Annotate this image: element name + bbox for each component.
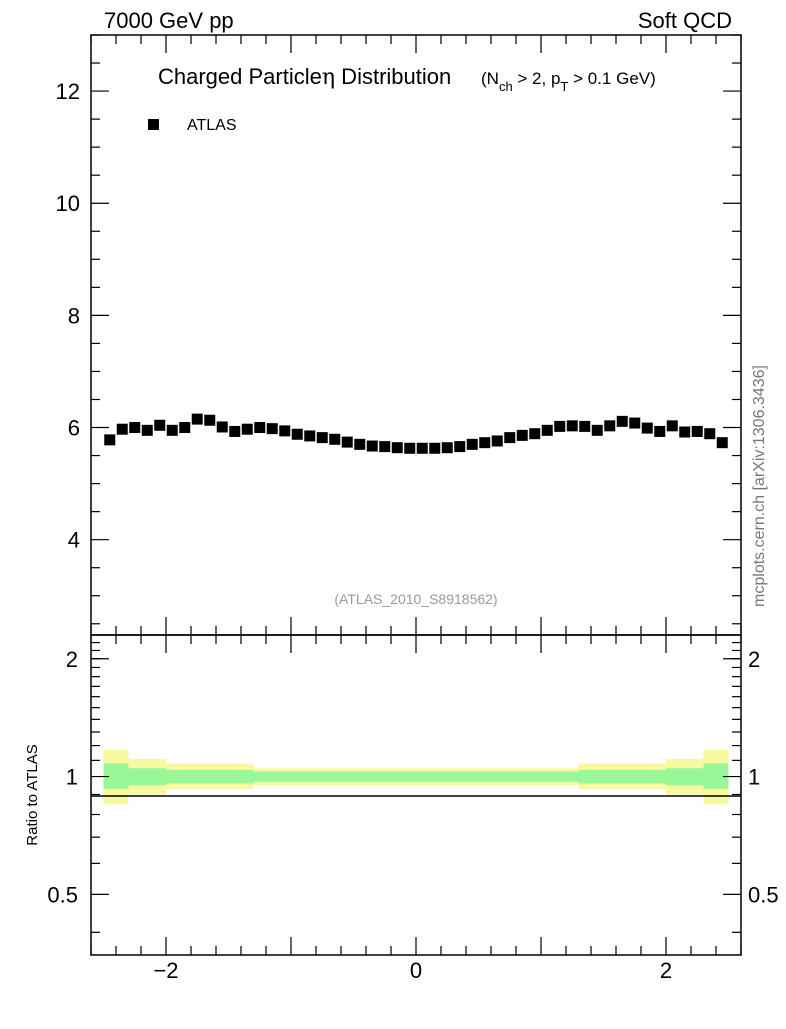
data-point xyxy=(391,442,403,454)
data-point xyxy=(691,425,703,437)
data-point xyxy=(354,438,366,450)
plot-title-condition: (Nch > 2, pT > 0.1 GeV) xyxy=(481,69,656,94)
ratio-y-tick-label-right: 2 xyxy=(748,647,760,672)
data-point xyxy=(304,430,316,442)
data-point xyxy=(204,414,216,426)
band-inner xyxy=(291,771,541,782)
band-inner xyxy=(666,768,704,786)
data-point xyxy=(704,428,716,440)
y-tick-label: 8 xyxy=(68,303,80,328)
legend-marker xyxy=(148,119,159,130)
data-point xyxy=(479,437,491,449)
data-point xyxy=(366,440,378,452)
band-inner xyxy=(128,768,166,786)
ratio-y-tick-label-left: 1 xyxy=(66,765,78,790)
title-main: Charged Particle xyxy=(158,64,322,89)
data-point xyxy=(541,424,553,436)
ratio-uncertainty-bands xyxy=(103,749,729,805)
cond-open: (N xyxy=(481,69,499,88)
data-point xyxy=(341,436,353,448)
ratio-plot-frame xyxy=(90,634,742,956)
ratio-y-tick-label-right: 0.5 xyxy=(748,882,779,907)
data-point xyxy=(216,421,228,433)
data-point xyxy=(141,424,153,436)
plot-title: Charged Particleη Distribution xyxy=(158,64,451,90)
data-point xyxy=(529,428,541,440)
data-point xyxy=(616,415,628,427)
axis-ticks xyxy=(90,34,742,955)
data-point xyxy=(566,420,578,432)
legend-label: ATLAS xyxy=(187,117,237,134)
data-point xyxy=(154,419,166,431)
data-point xyxy=(579,420,591,432)
data-point xyxy=(191,413,203,425)
header-energy: 7000 GeV pp xyxy=(104,8,234,33)
band-inner xyxy=(541,771,579,782)
data-point xyxy=(266,423,278,435)
band-inner xyxy=(166,769,254,784)
title-dist: Distribution xyxy=(335,64,451,89)
data-point xyxy=(279,425,291,437)
data-point xyxy=(654,425,666,437)
data-point xyxy=(291,428,303,440)
side-label: mcplots.cern.ch [arXiv:1306.3436] xyxy=(751,365,768,607)
data-point xyxy=(104,434,116,446)
ratio-y-tick-label-left: 0.5 xyxy=(47,882,78,907)
y-tick-label: 10 xyxy=(56,191,80,216)
y-tick-label: 12 xyxy=(56,79,80,104)
data-point xyxy=(241,423,253,435)
data-point xyxy=(666,420,678,432)
cond-sub1: ch xyxy=(499,79,513,94)
data-point xyxy=(679,426,691,438)
cond-close: > 0.1 GeV) xyxy=(568,69,655,88)
band-inner xyxy=(578,769,666,784)
x-tick-label: −2 xyxy=(153,958,178,983)
data-point xyxy=(129,422,141,434)
data-point xyxy=(604,420,616,432)
data-point xyxy=(429,442,441,454)
ratio-y-tick-label-left: 2 xyxy=(66,647,78,672)
data-markers xyxy=(104,413,728,454)
ratio-y-tick-label-right: 1 xyxy=(748,765,760,790)
data-point xyxy=(179,422,191,434)
data-point xyxy=(466,438,478,450)
data-point xyxy=(254,422,266,434)
data-point xyxy=(329,433,341,445)
data-point xyxy=(554,420,566,432)
data-point xyxy=(641,422,653,434)
cond-mid: > 2, p xyxy=(513,69,561,88)
cond-sub2: T xyxy=(560,79,568,94)
data-point xyxy=(491,435,503,447)
data-point xyxy=(416,442,428,454)
data-point xyxy=(166,424,178,436)
x-tick-label: 2 xyxy=(660,958,672,983)
data-point xyxy=(316,432,328,444)
header-category: Soft QCD xyxy=(638,8,732,33)
y-tick-label: 4 xyxy=(68,528,80,553)
data-point xyxy=(116,423,128,435)
data-point xyxy=(379,441,391,453)
analysis-id: (ATLAS_2010_S8918562) xyxy=(334,591,497,607)
band-inner xyxy=(253,771,291,782)
data-point xyxy=(591,424,603,436)
data-point xyxy=(716,437,728,449)
data-point xyxy=(441,442,453,454)
data-point xyxy=(504,432,516,444)
y-tick-label: 6 xyxy=(68,416,80,441)
data-point xyxy=(516,429,528,441)
data-point xyxy=(454,441,466,453)
ratio-y-label: Ratio to ATLAS xyxy=(24,744,41,845)
x-tick-label: 0 xyxy=(410,958,422,983)
title-eta: η xyxy=(322,65,335,90)
data-point xyxy=(229,425,241,437)
data-point xyxy=(629,417,641,429)
data-point xyxy=(404,442,416,454)
